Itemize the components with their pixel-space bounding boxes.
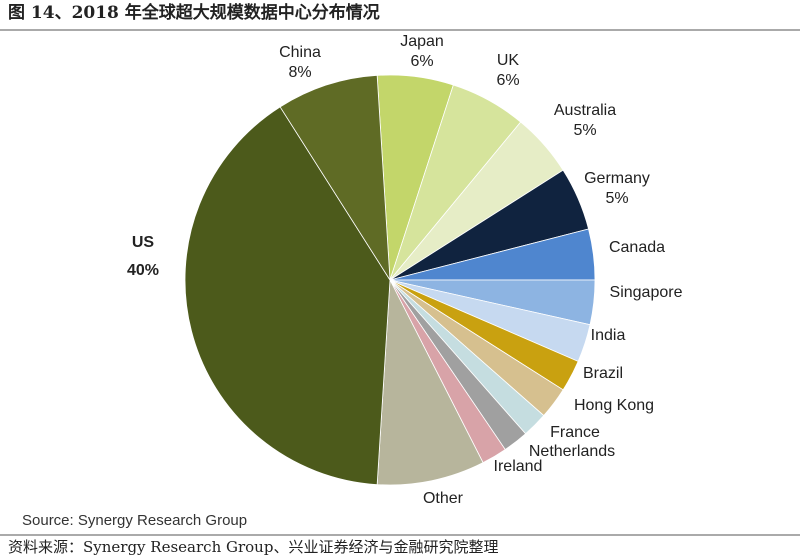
chart-title: 图 14、2018 年全球超大规模数据中心分布情况 <box>8 2 380 23</box>
pie-slice <box>279 74 391 281</box>
slice-label: Brazil <box>583 365 623 382</box>
value-label: 40% <box>127 262 159 279</box>
value-label: 6% <box>496 72 519 89</box>
value-label: 5% <box>605 190 628 207</box>
category-label: Other <box>423 490 464 507</box>
slice-label: Hong Kong <box>574 397 654 414</box>
slice-label: US 40% <box>127 234 159 279</box>
category-label: Netherlands <box>529 443 615 460</box>
value-label: 6% <box>410 53 433 70</box>
category-label: UK <box>497 52 520 69</box>
slice-label: France <box>550 424 600 441</box>
slice-label: Netherlands <box>529 443 615 460</box>
pie-slice <box>376 278 484 486</box>
slice-label: Australia 5% <box>554 102 616 139</box>
slice-label: China 8% <box>279 44 321 81</box>
category-label: Japan <box>400 33 444 50</box>
category-label: US <box>132 234 155 251</box>
pie-slice <box>184 106 391 486</box>
slice-label: Ireland <box>494 458 543 475</box>
value-label: 8% <box>288 64 311 81</box>
category-label: Brazil <box>583 365 623 382</box>
category-label: Australia <box>554 102 616 119</box>
category-label: Singapore <box>610 284 683 301</box>
slice-label: Singapore <box>610 284 683 301</box>
category-label: France <box>550 424 600 441</box>
slice-label: India <box>591 327 626 344</box>
note: 资料来源：Synergy Research Group、兴业证券经济与金融研究院… <box>8 538 498 556</box>
source: Source: Synergy Research Group <box>22 512 247 529</box>
slice-label: UK 6% <box>496 52 519 89</box>
category-label: Ireland <box>494 458 543 475</box>
category-label: Canada <box>609 239 665 256</box>
slice-label: Canada <box>609 239 665 256</box>
category-label: India <box>591 327 626 344</box>
slice-label: Other <box>423 490 464 507</box>
value-label: 5% <box>573 122 596 139</box>
category-label: Germany <box>584 170 650 187</box>
slice-label: Germany 5% <box>584 170 650 207</box>
category-label: Hong Kong <box>574 397 654 414</box>
slice-label: Japan 6% <box>400 33 444 70</box>
category-label: China <box>279 44 321 61</box>
